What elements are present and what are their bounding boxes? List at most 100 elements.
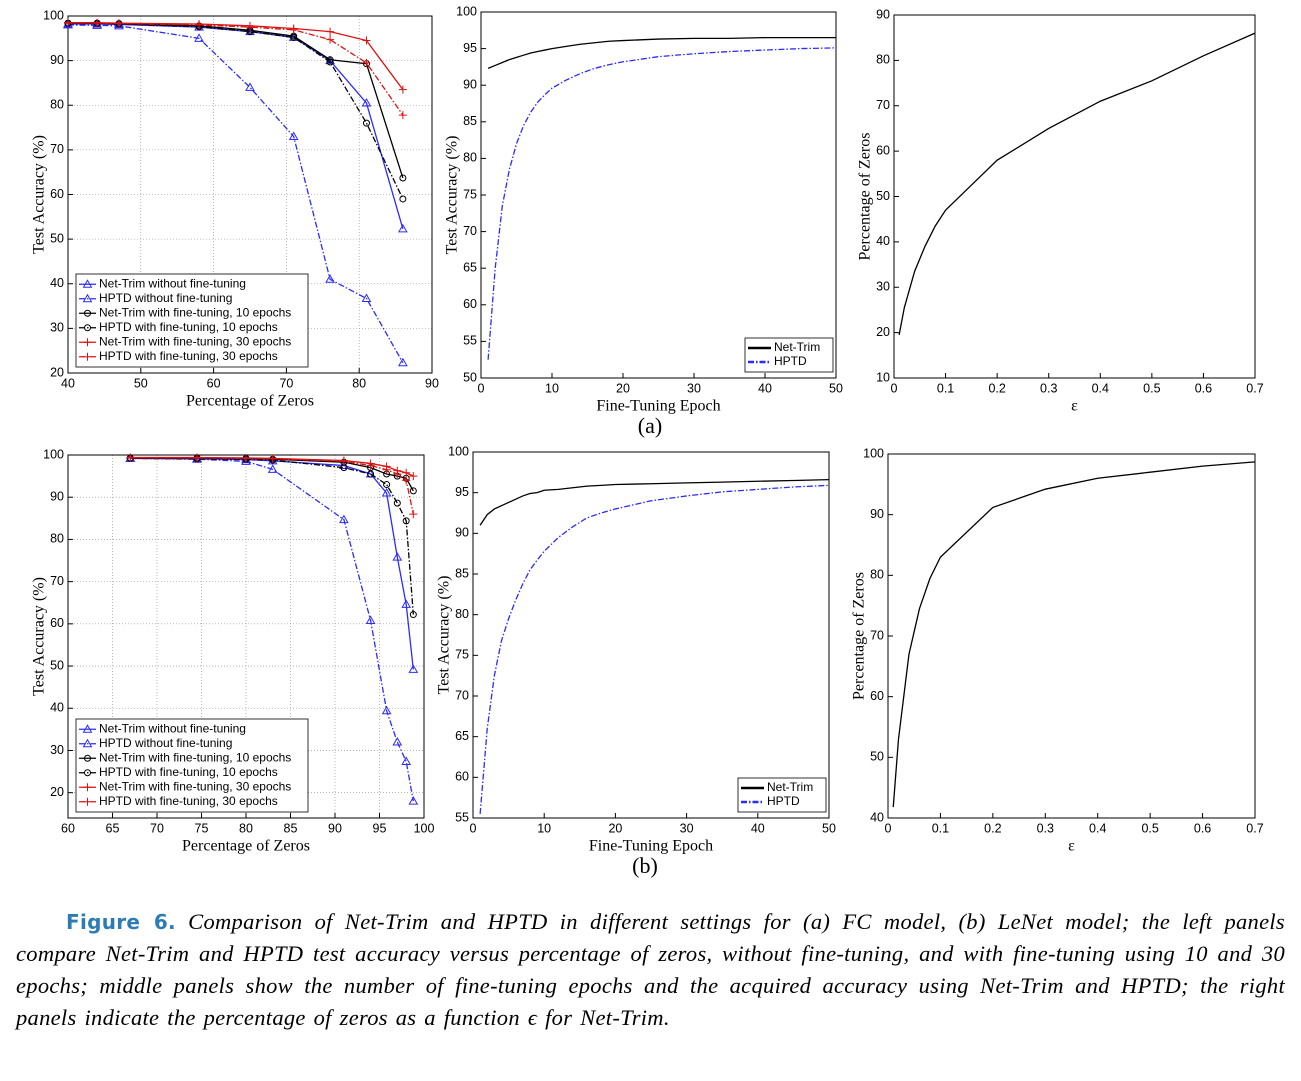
marker (401, 756, 412, 765)
series-line (479, 479, 830, 526)
axes-frame (472, 451, 830, 819)
marker (245, 82, 255, 91)
marker (246, 23, 254, 32)
marker (326, 35, 335, 44)
legend-label: Net-Trim with fine-tuning, 30 epochs (99, 779, 291, 793)
y-tick-label: 40 (50, 276, 64, 290)
marker (325, 274, 335, 283)
marker (83, 352, 92, 361)
y-tick-label: 30 (876, 280, 890, 294)
marker (326, 56, 334, 64)
y-tick-label: 90 (50, 490, 64, 504)
marker (326, 27, 335, 36)
y-tick-label: 90 (50, 53, 64, 67)
legend-label: HPTD with fine-tuning, 10 epochs (99, 320, 278, 334)
axes-frame (887, 453, 1256, 819)
legend-label: HPTD with fine-tuning, 30 epochs (99, 349, 278, 363)
marker (409, 487, 417, 495)
y-tick-label: 40 (876, 234, 890, 248)
y-tick-label: 50 (50, 658, 64, 672)
marker (193, 453, 202, 462)
marker (268, 454, 277, 463)
marker (340, 464, 348, 472)
marker (401, 599, 412, 608)
legend-label: HPTD without fine-tuning (99, 291, 232, 305)
marker (409, 472, 418, 481)
marker (398, 357, 408, 367)
legend-box (744, 337, 834, 373)
series-line (130, 456, 414, 477)
series-line (130, 457, 414, 515)
x-tick-label: 0.5 (1143, 381, 1160, 395)
x-tick-label: 80 (239, 821, 253, 835)
marker (290, 33, 298, 41)
y-axis-label: Percentage of Zeros (851, 572, 868, 700)
x-tick-label: 0.2 (988, 381, 1005, 395)
y-tick-label: 60 (50, 616, 64, 630)
marker (63, 19, 73, 29)
x-tick-label: 50 (829, 381, 843, 395)
marker (398, 111, 407, 120)
y-tick-label: 55 (463, 334, 477, 348)
x-tick-label: 0.7 (1246, 821, 1263, 835)
marker (362, 36, 371, 45)
plot-area (894, 15, 1255, 378)
marker (82, 738, 93, 748)
marker (365, 615, 376, 624)
y-tick-label: 80 (870, 568, 884, 582)
marker (393, 499, 401, 507)
x-tick-label: 30 (687, 381, 701, 395)
marker (114, 19, 123, 28)
marker (382, 465, 391, 474)
y-tick-label: 100 (43, 8, 64, 22)
marker (82, 724, 93, 733)
marker (326, 58, 334, 66)
marker (402, 468, 411, 477)
y-tick-label: 90 (876, 7, 890, 21)
x-tick-label: 70 (279, 376, 293, 390)
y-tick-label: 30 (50, 321, 64, 335)
y-tick-label: 100 (456, 4, 477, 18)
plot-area (888, 454, 1255, 818)
legend-label: Net-Trim without fine-tuning (99, 276, 246, 290)
x-tick-label: 20 (616, 381, 630, 395)
marker (84, 769, 92, 777)
x-tick-label: 0 (470, 821, 477, 835)
marker (83, 797, 92, 806)
x-tick-label: 100 (414, 821, 435, 835)
axes-frame (893, 14, 1256, 379)
y-tick-label: 75 (455, 648, 469, 662)
y-tick-label: 80 (455, 607, 469, 621)
y-tick-label: 60 (870, 689, 884, 703)
y-axis-label: Test Accuracy (%) (31, 577, 48, 696)
marker (409, 510, 418, 519)
y-tick-label: 70 (870, 628, 884, 642)
y-tick-label: 40 (50, 701, 64, 715)
series-line (487, 47, 837, 360)
series-line (130, 457, 414, 670)
y-tick-label: 90 (463, 77, 477, 91)
x-tick-label: 0.1 (937, 381, 954, 395)
x-tick-label: 50 (134, 376, 148, 390)
plot-area (481, 12, 836, 378)
y-tick-label: 65 (463, 260, 477, 274)
marker (383, 481, 391, 488)
y-tick-label: 80 (876, 53, 890, 67)
marker (242, 455, 250, 463)
x-tick-label: 65 (106, 821, 120, 835)
x-tick-label: 0.7 (1246, 381, 1263, 395)
y-tick-label: 100 (448, 444, 469, 458)
y-tick-label: 30 (50, 743, 64, 757)
y-tick-label: 70 (455, 688, 469, 702)
x-tick-label: 0 (891, 381, 898, 395)
y-axis-label: Percentage of Zeros (857, 133, 874, 261)
y-tick-label: 100 (43, 447, 64, 461)
y-tick-label: 55 (455, 810, 469, 824)
marker (366, 461, 375, 470)
x-tick-label: 0 (478, 381, 485, 395)
y-tick-label: 70 (876, 98, 890, 112)
x-tick-label: 0.3 (1040, 381, 1057, 395)
y-tick-label: 85 (463, 114, 477, 128)
x-axis-label: ε (1068, 838, 1075, 855)
y-tick-label: 20 (50, 365, 64, 379)
